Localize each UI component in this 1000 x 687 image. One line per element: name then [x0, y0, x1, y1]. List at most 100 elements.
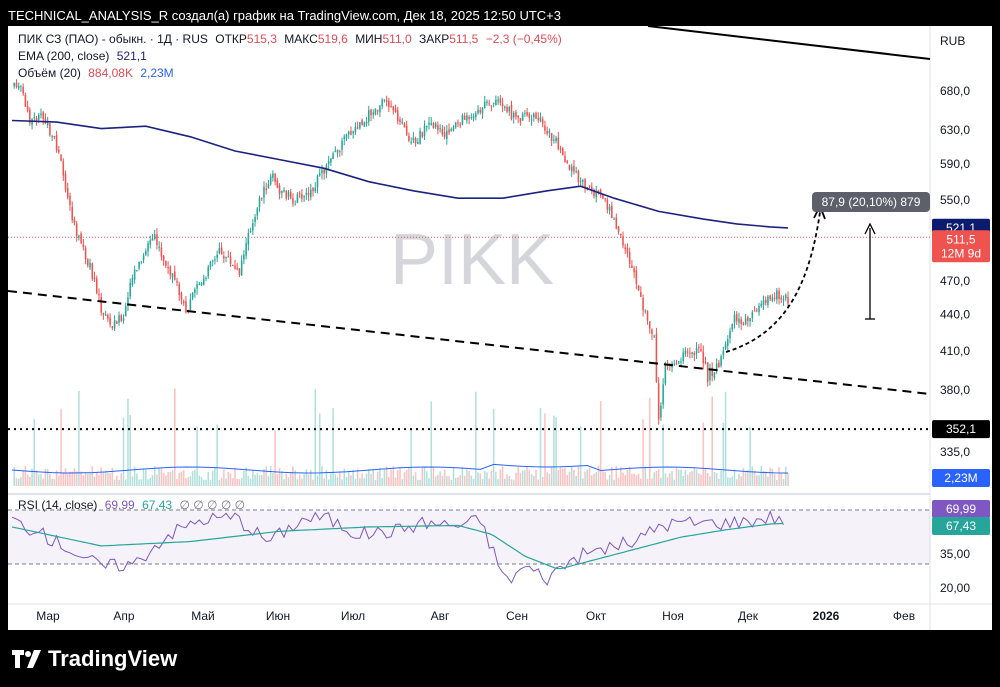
candle-body [372, 112, 375, 115]
chart-canvas[interactable]: PIKK 87,9 (20,10%) 879 680,0 630,0 590,0 55… [7, 25, 992, 630]
drawings[interactable]: 87,9 (20,10%) 879 [7, 25, 931, 431]
legend-change: −2,3 (−0,45%) [485, 32, 562, 46]
candle-body [194, 289, 196, 293]
volume-bar [318, 413, 321, 486]
candle-body [651, 329, 653, 335]
badge-support-bg [932, 420, 990, 439]
candle-body [71, 207, 73, 221]
volume-bar [488, 478, 490, 486]
candle-body [35, 118, 38, 122]
volume-bar [158, 467, 160, 486]
volume-bar [69, 471, 71, 486]
candle-body [715, 363, 718, 371]
candle-body [263, 186, 265, 198]
volume-bar [51, 478, 53, 486]
volume-bar [260, 474, 263, 486]
volume-bar [566, 475, 569, 486]
price-tick-label: 680,0 [940, 84, 970, 98]
candle-body [691, 352, 693, 354]
legend-high: 519,6 [317, 32, 348, 46]
candle-body [265, 188, 267, 191]
volume-bar [287, 477, 290, 486]
candle-body [501, 103, 504, 107]
candle-body [191, 293, 194, 299]
tradingview-logo-icon [12, 650, 41, 668]
price-tick-label: 590,0 [940, 157, 970, 171]
candle-body [517, 115, 519, 118]
legend-rsi-label[interactable]: RSI (14, close) [18, 498, 98, 512]
tradingview-logo[interactable]: TradingView [12, 646, 177, 672]
volume-bar [116, 475, 118, 486]
candle-body [704, 362, 707, 364]
candle-body [396, 110, 399, 122]
volume-bar [153, 466, 156, 486]
legend-ema-label[interactable]: EMA (200, close) [18, 49, 110, 63]
volume-bar [149, 477, 152, 486]
candle-body [590, 186, 593, 191]
volume-bar [374, 479, 377, 486]
candle-body [784, 295, 787, 299]
candle-body [111, 326, 114, 329]
candle-body [78, 235, 80, 238]
volume-bar [202, 479, 205, 486]
candle-body [468, 117, 470, 119]
volume-bar [33, 419, 36, 486]
candle-body [711, 367, 713, 376]
candle-body [483, 101, 486, 109]
candle-body [31, 119, 33, 126]
volume-bar [784, 466, 787, 486]
candle-body [439, 128, 441, 130]
legend-low: 511,0 [382, 32, 412, 46]
candle-body [245, 243, 247, 256]
volume-bar [675, 466, 678, 486]
volume-bar [767, 476, 769, 486]
candle-body [359, 122, 361, 129]
volume-bar [751, 466, 754, 486]
volume-bar [40, 474, 42, 486]
candle-body [131, 277, 134, 285]
candle-body [749, 318, 751, 322]
volume-bar [227, 472, 230, 486]
volume-bar [107, 472, 109, 486]
candle-body [466, 115, 468, 121]
candle-body [104, 314, 107, 316]
volume-bar [657, 469, 660, 486]
volume-bar [747, 470, 749, 486]
volume-bar [425, 471, 428, 486]
badge-volume-bg [932, 469, 990, 487]
volume-bar [479, 473, 482, 486]
candle-body [118, 314, 120, 323]
candle-body [209, 262, 212, 268]
time-tick-label: 2026 [813, 609, 840, 623]
candle-body [254, 216, 256, 223]
volume-bar [187, 477, 189, 486]
candle-body [454, 122, 457, 128]
candle-body [44, 118, 47, 124]
candles [13, 79, 789, 425]
volume-bar [686, 474, 689, 486]
candle-body [58, 149, 60, 153]
candle-body [116, 321, 118, 324]
currency-label[interactable]: RUB [940, 34, 966, 48]
volume-bar [133, 466, 136, 486]
candle-body [780, 297, 783, 300]
candle-body [508, 106, 511, 112]
candle-body [289, 191, 292, 199]
candle-body [156, 234, 158, 245]
legend-volume-label[interactable]: Объём (20) [18, 66, 81, 80]
time-tick-label: Июн [266, 609, 290, 623]
candle-body [548, 131, 551, 133]
candle-body [64, 174, 67, 190]
volume-bar [75, 471, 78, 486]
volume-bar [512, 479, 515, 486]
candle-body [417, 142, 419, 145]
volume-bar [722, 422, 725, 486]
candle-body [227, 256, 230, 258]
legend-symbol[interactable]: ПИК СЗ (ПАО) - обыкн. · 1Д · RUS [18, 32, 208, 46]
candle-body [89, 262, 91, 268]
volume-bar [325, 470, 328, 486]
candle-body [606, 199, 609, 210]
candle-body [764, 299, 767, 304]
chart-panel[interactable]: PIKK 87,9 (20,10%) 879 680,0 630,0 590,0 55… [7, 25, 992, 630]
candle-body [499, 98, 502, 103]
